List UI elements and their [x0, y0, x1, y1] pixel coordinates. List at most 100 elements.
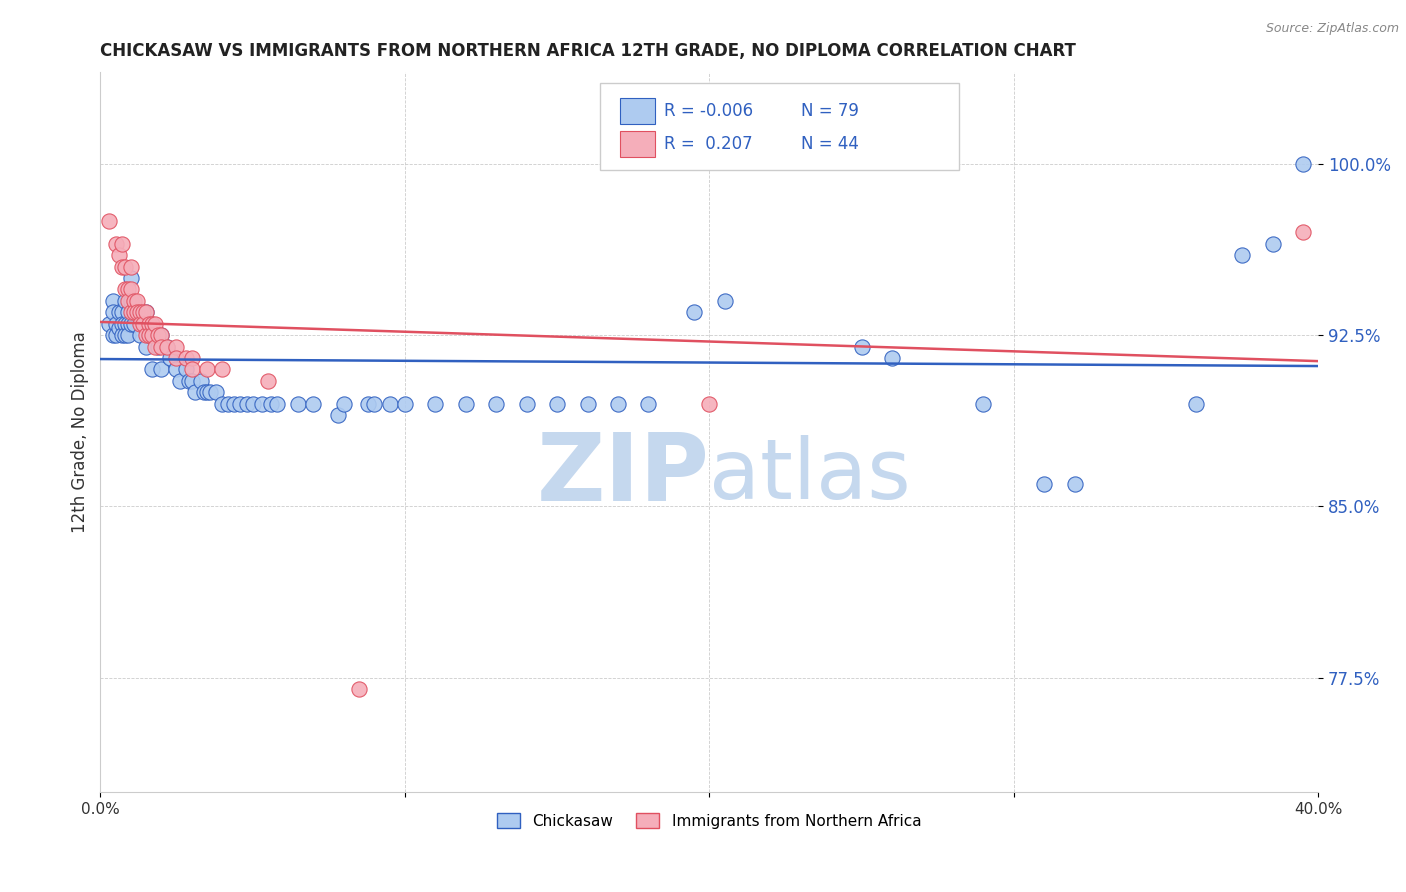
Point: [117, 305, 139, 319]
Point: [394, 397, 416, 411]
Point: [166, 339, 188, 353]
Point: [120, 282, 142, 296]
Point: [180, 374, 202, 388]
Point: [326, 408, 349, 422]
Point: [143, 328, 166, 343]
Point: [107, 321, 129, 335]
Point: [166, 351, 188, 365]
Point: [122, 305, 145, 319]
Point: [114, 282, 136, 296]
Point: [211, 362, 233, 376]
Point: [607, 397, 630, 411]
Point: [177, 374, 200, 388]
Point: [141, 328, 163, 343]
Point: [135, 339, 157, 353]
Point: [713, 293, 735, 308]
Point: [156, 339, 179, 353]
Point: [166, 362, 188, 376]
Point: [111, 236, 134, 251]
Point: [104, 328, 127, 343]
Point: [156, 339, 179, 353]
Point: [637, 397, 659, 411]
Point: [114, 328, 136, 343]
Point: [1230, 248, 1253, 262]
Point: [129, 328, 152, 343]
Point: [141, 317, 163, 331]
Point: [190, 374, 212, 388]
Point: [148, 339, 170, 353]
Point: [1033, 476, 1056, 491]
Point: [150, 328, 173, 343]
Point: [1185, 397, 1208, 411]
Point: [333, 397, 356, 411]
Point: [135, 328, 157, 343]
Point: [363, 397, 385, 411]
Point: [120, 271, 142, 285]
Point: [148, 328, 170, 343]
Point: [683, 305, 706, 319]
Point: [104, 236, 127, 251]
Point: [1261, 236, 1284, 251]
Point: [180, 351, 202, 365]
Point: [138, 328, 160, 343]
Point: [211, 397, 233, 411]
Point: [111, 260, 134, 274]
Point: [114, 293, 136, 308]
Text: N = 44: N = 44: [800, 136, 859, 153]
Text: R =  0.207: R = 0.207: [664, 136, 752, 153]
Point: [287, 397, 309, 411]
FancyBboxPatch shape: [600, 83, 959, 169]
Point: [107, 305, 129, 319]
Point: [972, 397, 994, 411]
Point: [117, 293, 139, 308]
Text: atlas: atlas: [709, 435, 911, 516]
Point: [122, 305, 145, 319]
Point: [1292, 225, 1315, 239]
Point: [159, 351, 181, 365]
Point: [117, 317, 139, 331]
Point: [101, 293, 124, 308]
Point: [266, 397, 288, 411]
Text: ZIP: ZIP: [537, 429, 709, 521]
Point: [101, 328, 124, 343]
Point: [129, 317, 152, 331]
Point: [138, 317, 160, 331]
Point: [851, 339, 873, 353]
FancyBboxPatch shape: [620, 131, 655, 157]
Point: [378, 397, 401, 411]
Point: [1063, 476, 1085, 491]
Point: [135, 305, 157, 319]
Point: [111, 305, 134, 319]
Point: [117, 328, 139, 343]
Point: [250, 397, 273, 411]
Point: [576, 397, 599, 411]
Point: [229, 397, 252, 411]
Point: [546, 397, 568, 411]
Point: [347, 682, 370, 697]
Point: [122, 317, 145, 331]
Point: [111, 317, 134, 331]
Point: [174, 351, 197, 365]
Point: [485, 397, 508, 411]
Y-axis label: 12th Grade, No Diploma: 12th Grade, No Diploma: [72, 331, 89, 533]
Point: [114, 317, 136, 331]
Point: [180, 362, 202, 376]
Point: [1292, 157, 1315, 171]
Point: [129, 305, 152, 319]
Point: [224, 397, 246, 411]
Point: [516, 397, 538, 411]
Point: [235, 397, 257, 411]
Text: CHICKASAW VS IMMIGRANTS FROM NORTHERN AFRICA 12TH GRADE, NO DIPLOMA CORRELATION : CHICKASAW VS IMMIGRANTS FROM NORTHERN AF…: [100, 42, 1076, 60]
FancyBboxPatch shape: [620, 98, 655, 124]
Point: [143, 339, 166, 353]
Point: [111, 328, 134, 343]
Point: [98, 214, 121, 228]
Point: [195, 362, 218, 376]
Point: [120, 305, 142, 319]
Point: [135, 305, 157, 319]
Text: N = 79: N = 79: [800, 103, 859, 120]
Point: [143, 317, 166, 331]
Point: [302, 397, 325, 411]
Text: R = -0.006: R = -0.006: [664, 103, 754, 120]
Point: [125, 305, 148, 319]
